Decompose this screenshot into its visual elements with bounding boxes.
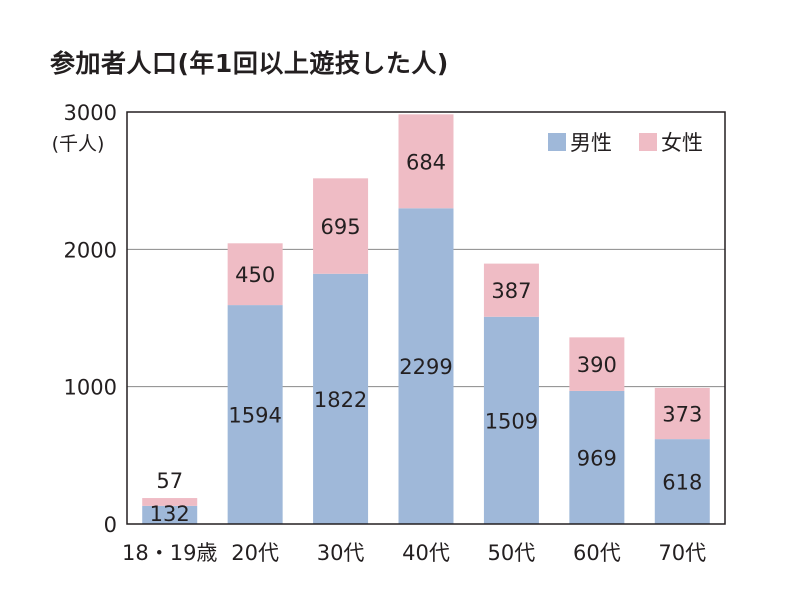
bar-segment-female: [569, 337, 625, 391]
y-tick-label: 3000: [64, 101, 117, 125]
data-label-female: 695: [321, 215, 361, 239]
legend-swatch-female: [639, 133, 657, 151]
bar-segment-male: [654, 439, 710, 524]
data-label-female: 684: [406, 150, 446, 174]
y-tick-label: 0: [104, 513, 117, 537]
legend: 男性 女性: [548, 131, 703, 155]
axis-labels: (千人) 0 1000 2000 3000 18・19歳 20代 30代 40代 50代 60代 7…: [52, 101, 707, 565]
bar-segment-male: [227, 305, 283, 524]
y-tick-label: 1000: [64, 376, 117, 400]
bar-segment-female: [654, 387, 710, 440]
x-tick-label: 40代: [402, 541, 450, 565]
bar-segment-female: [483, 263, 539, 317]
data-label-male: 618: [662, 471, 702, 495]
bar-segment-male: [313, 273, 369, 524]
data-label-male: 132: [150, 502, 190, 526]
bar-segment-male: [398, 208, 454, 524]
bar-segment-male: [569, 390, 625, 524]
legend-label-male: 男性: [570, 131, 612, 155]
legend-swatch-male: [548, 133, 566, 151]
legend-label-female: 女性: [661, 131, 703, 155]
data-label-male: 2299: [399, 355, 452, 379]
x-tick-label: 70代: [658, 541, 706, 565]
bars: [142, 114, 710, 524]
bar-segment-female: [398, 114, 454, 209]
x-tick-label: 50代: [488, 541, 536, 565]
x-tick-label: 60代: [573, 541, 621, 565]
bar-segment-male: [142, 505, 198, 524]
y-tick-label: 2000: [64, 238, 117, 262]
data-label-female: 57: [156, 469, 183, 493]
chart-title: 参加者人口(年1回以上遊技した人): [50, 49, 449, 78]
data-label-female: 450: [235, 263, 275, 287]
x-tick-label: 20代: [231, 541, 279, 565]
data-label-male: 969: [577, 446, 617, 470]
data-label-male: 1594: [228, 404, 281, 428]
bar-segment-female: [227, 243, 283, 306]
plot-frame: [126, 111, 726, 525]
bar-segment-female: [142, 498, 198, 506]
data-label-female: 387: [491, 279, 531, 303]
x-tick-label: 18・19歳: [122, 541, 217, 565]
data-label-female: 373: [662, 403, 702, 427]
bar-segment-female: [313, 178, 369, 274]
bar-segment-male: [483, 316, 539, 524]
data-label-male: 1509: [485, 409, 538, 433]
x-tick-label: 30代: [317, 541, 365, 565]
data-label-female: 390: [577, 353, 617, 377]
data-label-male: 1822: [314, 388, 367, 412]
y-axis-unit-label: (千人): [52, 133, 105, 155]
data-labels: 132 57 1594 450 1822 695 2299 684 1509 387 969 390 6…: [150, 150, 703, 526]
